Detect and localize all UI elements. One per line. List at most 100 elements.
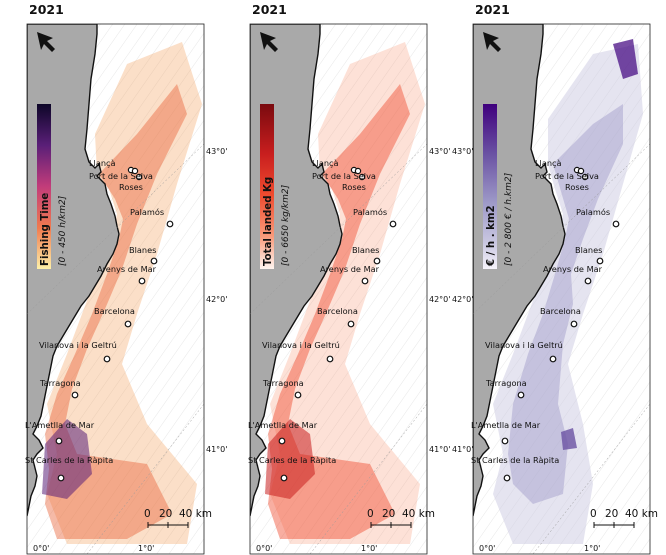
legend-title: Fishing Time	[40, 193, 51, 266]
ports: Llançà Port de la Selva Roses Palamós Bl…	[248, 158, 397, 482]
scale-label-40: 40 km	[625, 508, 658, 520]
value-hotspot	[561, 428, 577, 450]
port-label-palamos: Palamós	[130, 207, 164, 217]
ports: Llançà Port de la Selva Roses Palamós Bl…	[25, 158, 174, 482]
port-label-vilanova: Vilanova i la Geltrú	[39, 340, 117, 350]
panel-year: 2021	[252, 2, 287, 17]
scale-label-0: 0	[590, 508, 597, 520]
port-marker	[57, 474, 65, 482]
port-label-blanes: Blanes	[352, 245, 379, 255]
port-marker	[596, 257, 604, 265]
legend-colorbar	[37, 104, 51, 269]
panel-fishing-time: 2021 Fishing Time [0 - 450 h/km2] Llançà	[25, 2, 212, 555]
lat-label: 43°0'	[206, 147, 227, 156]
north-arrow-icon	[37, 32, 55, 52]
port-label-arenys-de-mar: Arenys de Mar	[320, 264, 380, 274]
port-marker	[103, 355, 111, 363]
port-marker	[71, 391, 79, 399]
lat-label: 42°0'	[452, 295, 473, 304]
lat-label: 43°0'	[429, 147, 450, 156]
port-label-llanca: Llançà	[312, 158, 339, 168]
port-marker	[347, 320, 355, 328]
legend-title: Total landed Kg	[263, 177, 274, 266]
fishing-effort-hotspot	[42, 419, 92, 499]
legend-range: [0 - 450 h/km2]	[58, 195, 68, 266]
legend-title: € / h . km2	[486, 205, 497, 267]
lon-label: 0°0'	[256, 544, 272, 553]
port-label-arenys-de-mar: Arenys de Mar	[97, 264, 157, 274]
lon-label: 1°0'	[584, 544, 600, 553]
port-marker	[124, 320, 132, 328]
panel-year: 2021	[29, 2, 64, 17]
legend-range: [0 - 6650 kg/km2]	[281, 184, 291, 266]
panel-value-per-hour: 2021 € / h . km2 [0 - 2 800 € / h.km2] L…	[471, 2, 658, 555]
port-marker	[350, 166, 366, 181]
map-frame	[472, 23, 651, 555]
graticule	[473, 143, 650, 554]
map-frame	[249, 23, 428, 555]
port-label-barcelona: Barcelona	[317, 306, 358, 316]
port-label-barcelona: Barcelona	[540, 306, 581, 316]
lat-label: 41°0'	[452, 445, 473, 454]
port-marker	[127, 166, 143, 181]
port-label-tarragona: Tarragona	[262, 378, 304, 388]
scale-label-20: 20	[382, 508, 395, 520]
port-label-port-de-la-selva: Port de la Selva	[89, 171, 153, 181]
port-marker	[373, 257, 381, 265]
lon-label: 0°0'	[479, 544, 495, 553]
port-marker	[280, 474, 288, 482]
scale-label-20: 20	[159, 508, 172, 520]
port-label-barcelona: Barcelona	[94, 306, 135, 316]
lat-label: 41°0'	[206, 445, 227, 454]
port-label-palamos: Palamós	[576, 207, 610, 217]
port-marker	[326, 355, 334, 363]
port-marker	[294, 391, 302, 399]
latitude-axis-panel1: 43°0' 42°0' 41°0'	[206, 147, 227, 454]
port-marker	[503, 474, 511, 482]
value-core	[508, 104, 623, 504]
lat-label: 43°0'	[452, 147, 473, 156]
scale-bar: 0 20 40 km	[144, 508, 212, 528]
port-marker	[584, 277, 592, 285]
port-marker	[166, 220, 174, 228]
north-arrow-icon	[483, 32, 501, 52]
port-label-roses: Roses	[565, 182, 589, 192]
latitude-axis-panel3: 43°0' 42°0' 41°0'	[452, 147, 473, 454]
port-marker	[138, 277, 146, 285]
port-marker	[517, 391, 525, 399]
port-label-llanca: Llançà	[89, 158, 116, 168]
legend: Fishing Time [0 - 450 h/km2]	[37, 104, 68, 269]
scale-label-40: 40 km	[402, 508, 435, 520]
port-label-st-carles: St Carles de la Ràpita	[248, 455, 336, 465]
legend: € / h . km2 [0 - 2 800 € / h.km2]	[483, 104, 514, 269]
fishing-effort-area	[47, 42, 202, 544]
legend-colorbar	[260, 104, 274, 269]
graticule	[250, 143, 427, 554]
ports: Llançà Port de la Selva Roses Palamós Bl…	[471, 158, 620, 482]
scale-label-0: 0	[144, 508, 151, 520]
latitude-axis-panel2: 43°0' 42°0' 41°0'	[429, 147, 450, 454]
port-marker	[150, 257, 158, 265]
port-label-port-de-la-selva: Port de la Selva	[535, 171, 599, 181]
port-label-palamos: Palamós	[353, 207, 387, 217]
port-label-vilanova: Vilanova i la Geltrú	[262, 340, 340, 350]
port-label-arenys-de-mar: Arenys de Mar	[543, 264, 603, 274]
port-marker	[570, 320, 578, 328]
port-label-tarragona: Tarragona	[39, 378, 81, 388]
scale-bar: 0 20 40 km	[367, 508, 435, 528]
port-label-roses: Roses	[119, 182, 143, 192]
panel-total-landed: 2021 Total landed Kg [0 - 6650 kg/km2] L…	[248, 2, 435, 555]
port-label-blanes: Blanes	[575, 245, 602, 255]
lat-label: 42°0'	[429, 295, 450, 304]
panel-year: 2021	[475, 2, 510, 17]
scale-label-20: 20	[605, 508, 618, 520]
longitude-axis-panel2: 0°0' 1°0'	[256, 544, 377, 553]
value-hotspot	[613, 39, 638, 79]
port-label-vilanova: Vilanova i la Geltrú	[485, 340, 563, 350]
lon-label: 1°0'	[138, 544, 154, 553]
lon-label: 0°0'	[33, 544, 49, 553]
port-label-port-de-la-selva: Port de la Selva	[312, 171, 376, 181]
lat-label: 42°0'	[206, 295, 227, 304]
graticule	[27, 143, 204, 554]
